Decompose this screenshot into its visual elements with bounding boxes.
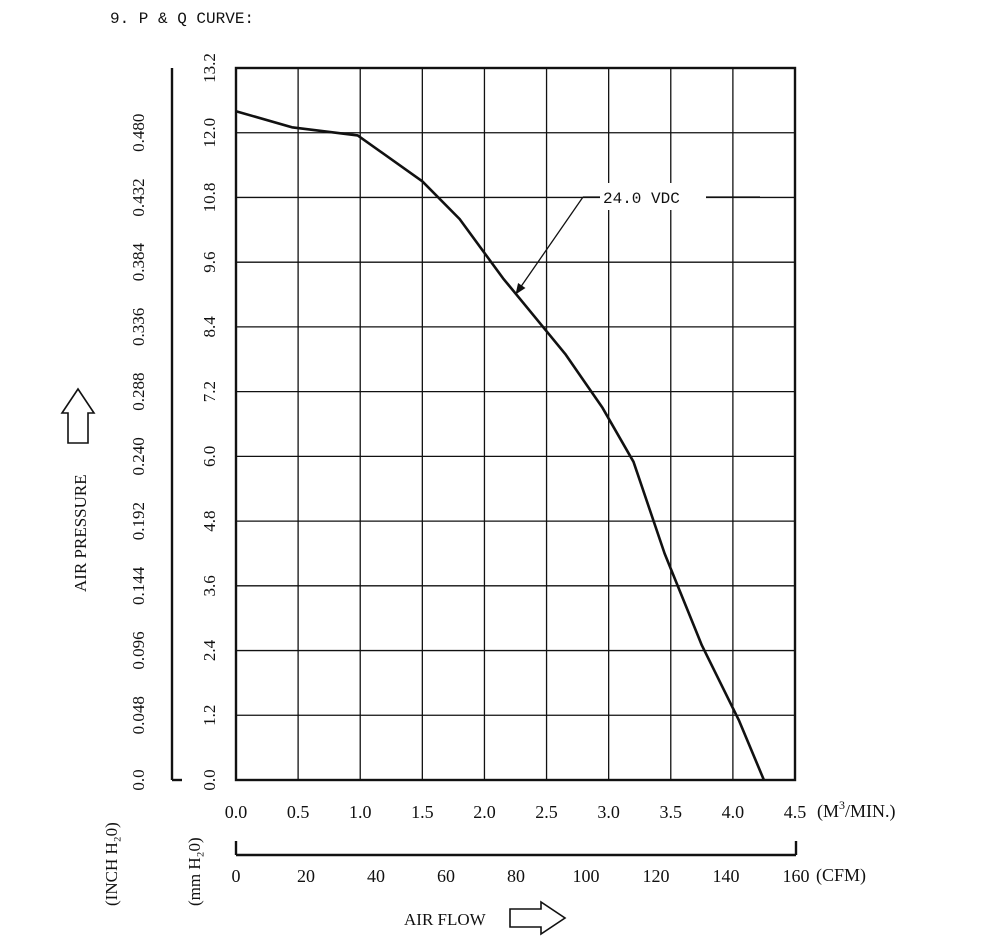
cfm-tick-label: 100 [573, 866, 600, 886]
y-tick-label-inch: 0.144 [129, 566, 148, 605]
y-tick-label-inch: 0.0 [129, 769, 148, 790]
y-tick-label-mm: 6.0 [200, 446, 219, 467]
y-tick-label-mm: 4.8 [200, 510, 219, 531]
callout-arrowhead [515, 282, 526, 295]
cfm-tick-label: 40 [367, 866, 385, 886]
y-unit-mm-label: (mm H₂0) [185, 837, 204, 906]
cfm-tick-label: 160 [783, 866, 810, 886]
cfm-tick-label: 120 [643, 866, 670, 886]
x-tick-label: 2.5 [535, 802, 558, 822]
x-axis-ticks: 0.0 0.5 1.0 1.5 2.0 2.5 3.0 3.5 4.0 4.5 [225, 802, 807, 822]
y-tick-label-inch: 0.096 [129, 631, 148, 669]
page-heading: 9. P & Q CURVE: [110, 10, 254, 28]
y-tick-label-inch: 0.288 [129, 373, 148, 411]
cfm-tick-label: 0 [232, 866, 241, 886]
x-tick-label: 3.5 [660, 802, 683, 822]
callout-label: 24.0 VDC [603, 190, 680, 208]
x-tick-label: 0.5 [287, 802, 310, 822]
x-tick-label: 3.0 [597, 802, 620, 822]
y-tick-label-mm: 9.6 [200, 252, 219, 273]
cfm-tick-label: 20 [297, 866, 315, 886]
chart-grid [234, 66, 797, 782]
cfm-tick-label: 80 [507, 866, 525, 886]
y-tick-label-inch: 0.480 [129, 114, 148, 152]
x-tick-label: 4.0 [722, 802, 745, 822]
cfm-tick-label: 60 [437, 866, 455, 886]
y-tick-label-inch: 0.240 [129, 437, 148, 475]
series-line-24vdc [235, 109, 766, 781]
x-tick-label: 0.0 [225, 802, 248, 822]
x-unit-superscript: 3 [839, 798, 845, 812]
air-pressure-arrow-icon [60, 387, 96, 444]
x-unit-base: (M [817, 801, 839, 822]
y-axis-label: AIR PRESSURE [71, 474, 90, 592]
y-tick-label-mm: 1.2 [200, 705, 219, 726]
air-flow-arrow-icon [509, 900, 567, 936]
y-tick-label-inch: 0.432 [129, 178, 148, 216]
y-tick-label-mm: 0.0 [200, 769, 219, 790]
y-unit-inch-label: (INCH H₂0) [102, 822, 121, 906]
callout-leader [514, 196, 584, 295]
series-layer [235, 109, 766, 781]
x-axis-unit-label: (M3/MIN.) [817, 798, 896, 822]
y-tick-label-inch: 0.336 [129, 308, 148, 346]
y-tick-label-mm: 10.8 [200, 183, 219, 213]
x-tick-label: 1.5 [411, 802, 434, 822]
x-tick-label: 4.5 [784, 802, 807, 822]
y-tick-label-mm: 13.2 [200, 53, 219, 83]
y-tick-label-mm: 12.0 [200, 118, 219, 148]
x-tick-label: 1.0 [349, 802, 372, 822]
y-tick-label-mm: 2.4 [200, 639, 219, 661]
y-tick-label-mm: 8.4 [200, 316, 219, 338]
y-axis-inch-ticks: 0.0 0.048 0.096 0.144 0.192 0.240 0.288 0.336 0.… [129, 68, 182, 791]
y-tick-label-inch: 0.192 [129, 502, 148, 540]
y-axis-mm-ticks: 0.0 1.2 2.4 3.6 4.8 6.0 7.2 8.4 9.6 10.8 12.0 13.2 [200, 53, 219, 791]
x-tick-label: 2.0 [473, 802, 496, 822]
callout-label-bg [600, 183, 706, 210]
cfm-tick-label: 140 [713, 866, 740, 886]
annotation-layer: 24.0 VDC [514, 183, 760, 295]
x-secondary-unit-label: (CFM) [816, 865, 866, 886]
x-axis-label: AIR FLOW [404, 910, 487, 929]
cfm-axis: 0 20 40 60 80 100 120 140 160 [232, 841, 810, 886]
x-unit-tail: /MIN.) [845, 801, 896, 822]
y-tick-label-mm: 3.6 [200, 575, 219, 596]
y-tick-label-mm: 7.2 [200, 381, 219, 402]
y-tick-label-inch: 0.048 [129, 696, 148, 734]
plot-frame [234, 66, 797, 782]
y-tick-label-inch: 0.384 [129, 243, 148, 282]
